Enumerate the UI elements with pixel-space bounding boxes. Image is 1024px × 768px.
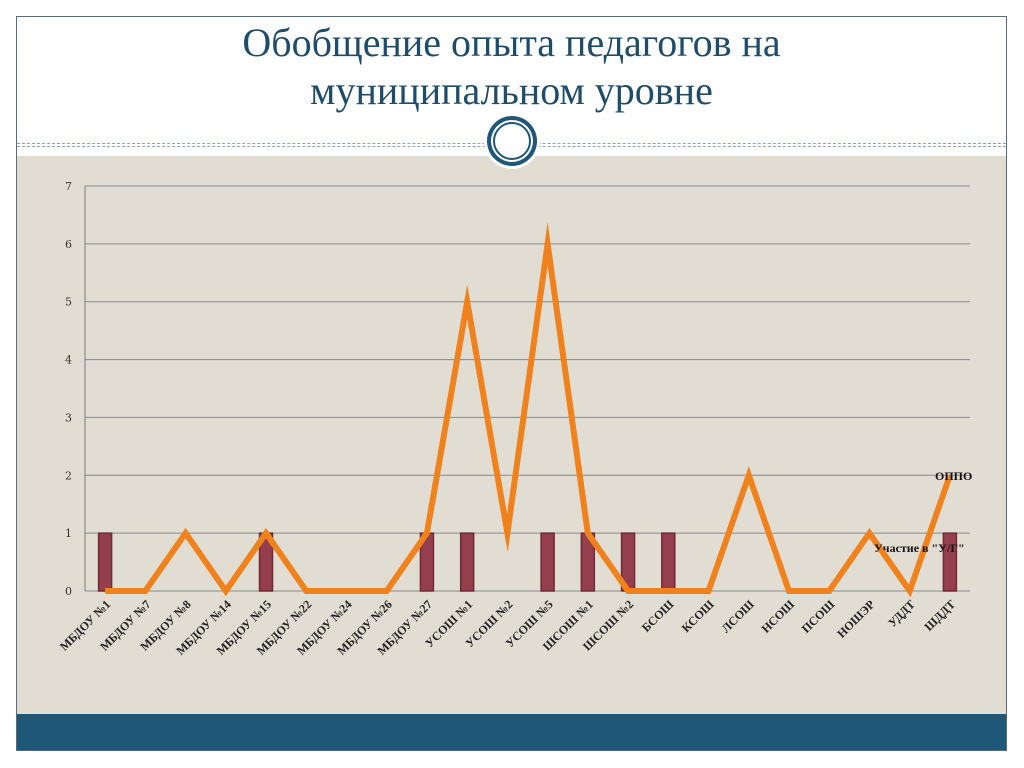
bar — [461, 533, 474, 591]
y-tick-label: 3 — [65, 411, 72, 424]
x-tick-label: ПСОШ — [799, 597, 838, 636]
x-tick-label: НСОШ — [759, 597, 798, 636]
chart-bars — [99, 533, 957, 591]
x-tick-label: НОШЭР — [834, 597, 877, 640]
y-tick-label: 6 — [65, 238, 72, 251]
x-tick-label: ЛСОШ — [719, 597, 757, 635]
legend-oppo: ОППО — [935, 469, 972, 483]
y-tick-label: 2 — [65, 469, 72, 482]
x-tick-label: ШДДТ — [921, 597, 958, 634]
bar — [99, 533, 112, 591]
x-tick-label: УДДТ — [885, 597, 918, 630]
y-tick-label: 7 — [65, 180, 72, 193]
y-tick-label: 0 — [65, 585, 72, 598]
legend-participation: Участие в "У/Г" — [874, 541, 965, 555]
y-tick-label: 1 — [65, 527, 72, 540]
bar — [541, 533, 554, 591]
bar — [662, 533, 675, 591]
y-tick-label: 4 — [65, 354, 72, 367]
x-tick-label: БСОШ — [639, 597, 676, 634]
y-tick-label: 5 — [65, 296, 72, 309]
x-tick-label: КСОШ — [679, 597, 717, 635]
